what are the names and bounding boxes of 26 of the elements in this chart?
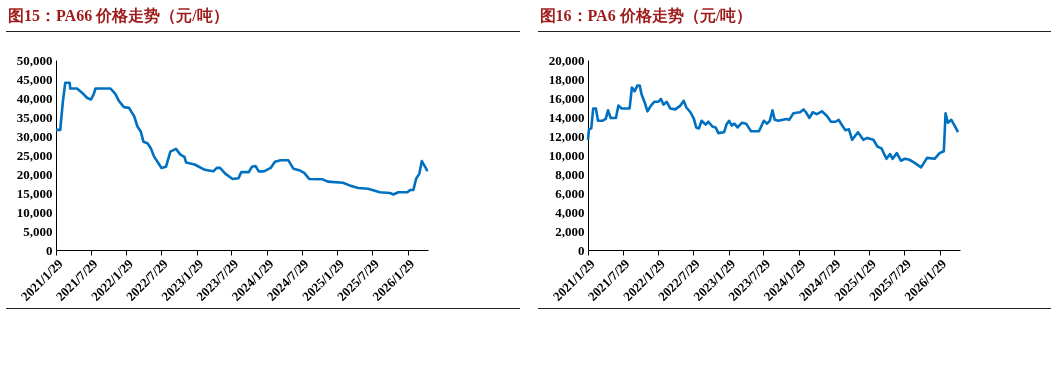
y-tick-label: 10,000: [16, 204, 53, 220]
y-tick-label: 10,000: [548, 147, 584, 163]
y-tick-label: 12,000: [548, 128, 584, 144]
y-tick-label: 0: [577, 242, 584, 258]
y-tick-label: 35,000: [16, 109, 53, 125]
chart-title: 图16：PA6 价格走势（元/吨）: [537, 4, 1051, 32]
y-tick-label: 14,000: [548, 109, 584, 125]
y-tick-label: 40,000: [16, 90, 53, 106]
chart-title: 图15：PA66 价格走势（元/吨）: [6, 4, 520, 32]
y-tick-label: 25,000: [16, 147, 53, 163]
y-tick-label: 50,000: [16, 52, 53, 68]
y-tick-label: 8,000: [554, 166, 584, 182]
y-tick-label: 20,000: [16, 166, 53, 182]
y-tick-label: 16,000: [548, 90, 584, 106]
y-tick-label: 45,000: [16, 71, 53, 87]
y-tick-label: 20,000: [548, 52, 584, 68]
line-series: [54, 81, 430, 196]
y-tick-label: 4,000: [554, 204, 584, 220]
y-tick-label: 2,000: [554, 223, 584, 239]
line-series: [586, 84, 959, 169]
y-tick-label: 6,000: [554, 185, 584, 201]
y-tick-label: 0: [46, 242, 53, 258]
y-tick-label: 18,000: [548, 71, 584, 87]
y-tick-label: 5,000: [23, 223, 53, 239]
y-tick-label: 15,000: [16, 185, 53, 201]
y-tick-label: 30,000: [16, 128, 53, 144]
